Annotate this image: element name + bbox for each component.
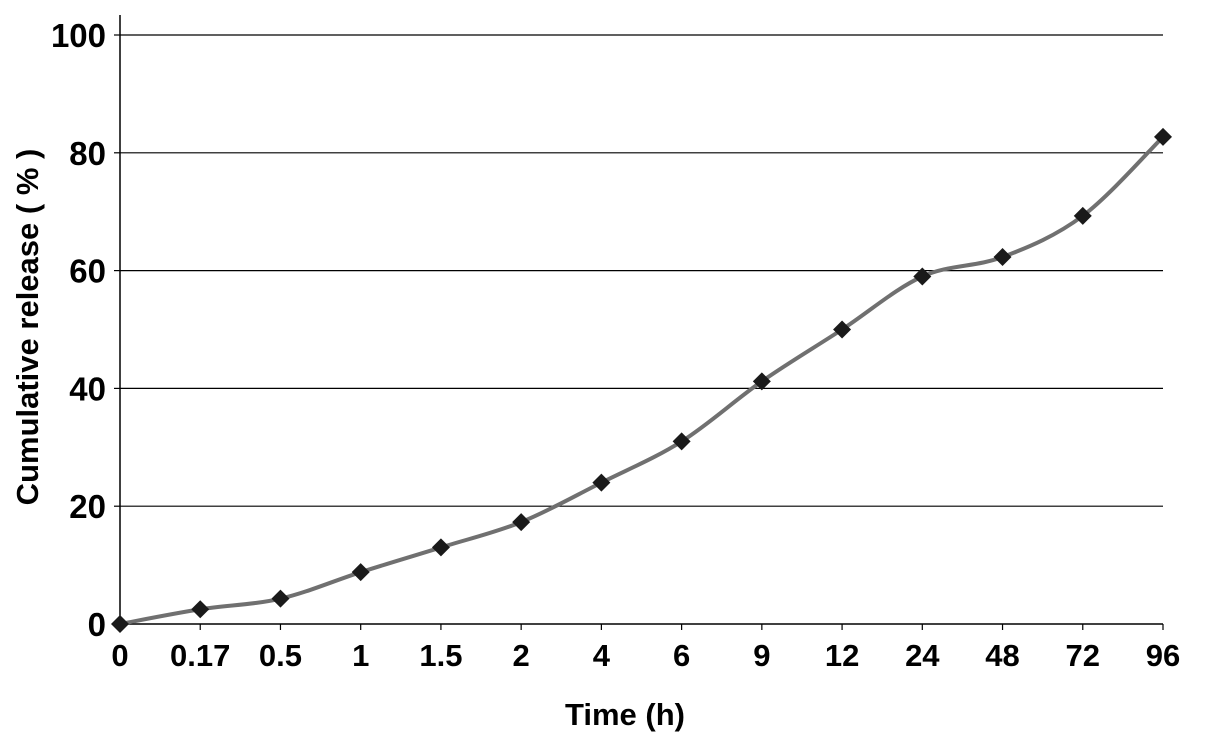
- x-tick-label: 1.5: [419, 638, 462, 673]
- data-point-marker: [512, 513, 531, 532]
- data-point-marker: [271, 589, 290, 608]
- data-point-marker: [672, 432, 691, 451]
- data-point-marker: [913, 267, 932, 286]
- data-point-marker: [1154, 127, 1172, 146]
- y-tick-label: 40: [69, 370, 106, 407]
- axes: [114, 15, 1164, 630]
- y-tick-label: 80: [69, 135, 106, 172]
- x-tick-label: 72: [1066, 638, 1100, 673]
- data-point-marker: [191, 600, 210, 619]
- data-point-marker: [431, 538, 450, 557]
- x-tick-label: 0: [111, 638, 128, 673]
- y-tick-label: 20: [69, 488, 106, 525]
- x-tick-label: 48: [985, 638, 1019, 673]
- x-tick-label: 96: [1146, 638, 1180, 673]
- series-line: [119, 135, 1165, 626]
- data-point-marker: [833, 320, 852, 339]
- data-point-marker: [1073, 206, 1092, 225]
- x-tick-label: 9: [753, 638, 770, 673]
- data-point-marker: [111, 615, 129, 633]
- x-axis-label: Time (h): [565, 697, 685, 732]
- data-point-marker: [351, 563, 370, 582]
- x-tick-label: 2: [513, 638, 530, 673]
- data-point-marker: [752, 372, 771, 391]
- x-tick-label: 0.17: [170, 638, 230, 673]
- y-tick-label: 100: [51, 17, 106, 54]
- y-tick-label: 0: [88, 606, 106, 643]
- x-tick-label: 0.5: [259, 638, 302, 673]
- x-tick-label: 1: [352, 638, 369, 673]
- x-tick-label: 24: [905, 638, 940, 673]
- x-tick-label: 4: [593, 638, 611, 673]
- y-axis-label: Cumulative release ( % ): [10, 149, 45, 506]
- y-tick-label: 60: [69, 253, 106, 290]
- data-point-marker: [993, 248, 1012, 267]
- x-tick-label: 12: [825, 638, 859, 673]
- data-point-marker: [592, 473, 611, 492]
- x-tick-label: 6: [673, 638, 690, 673]
- data-series: [111, 127, 1172, 633]
- gridlines: [120, 34, 1163, 507]
